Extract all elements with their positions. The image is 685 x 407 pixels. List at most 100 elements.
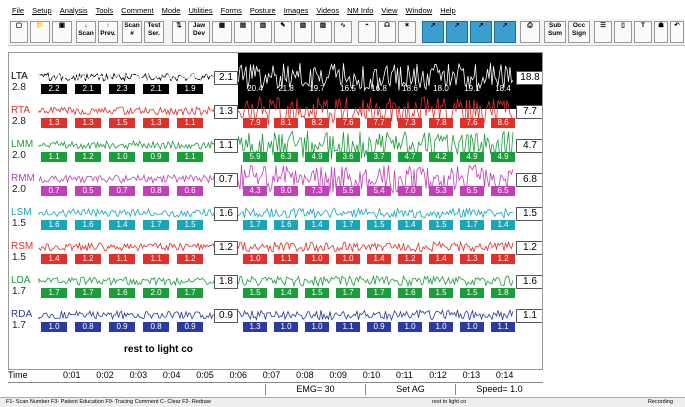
chart-icon[interactable]: ▧ (294, 21, 312, 43)
body-icon[interactable]: ✶ (398, 21, 416, 43)
segment-value: 1.7 (143, 220, 169, 230)
prev-button[interactable]: ↑ Prev. (98, 21, 118, 43)
segment-value: 1.6 (274, 220, 298, 230)
time-tick: 0:04 (162, 370, 181, 380)
segment-value: 1.2 (75, 254, 101, 264)
menu-window[interactable]: Window (405, 6, 433, 15)
menu-images[interactable]: Images (283, 6, 309, 15)
emg-trace-lsm (38, 207, 514, 220)
scan-number-button[interactable]: Scan # (122, 21, 142, 43)
segment-value: 2.3 (109, 84, 135, 94)
time-tick: 0:08 (296, 370, 314, 380)
channel-label-rmm: RMM (11, 173, 35, 184)
segment-value: 1.5 (460, 288, 484, 298)
segment-value: 1.7 (177, 288, 203, 298)
channel-scale: 2.8 (12, 82, 26, 93)
left-average-box: 1.2 (214, 241, 238, 255)
save-button[interactable]: ▣ (52, 21, 72, 43)
channel-scale: 2.0 (12, 184, 26, 195)
segment-value: 1.8 (491, 288, 515, 298)
emg-readout: EMG= 30 (265, 384, 365, 395)
segment-value: 1.1 (336, 322, 360, 332)
time-axis: Time 0:01 0:02 0:03 0:04 0:05 0:06 0:07 0:08 0:0… (8, 370, 543, 382)
menu-analysis[interactable]: Analysis (59, 6, 88, 15)
segment-value: 19.7 (309, 84, 325, 93)
menu-setup[interactable]: Setup (32, 6, 52, 15)
occ-sign-button[interactable]: Occ Sign (568, 21, 590, 43)
time-tick: 0:03 (129, 370, 148, 380)
segment-value: 7.8 (429, 118, 453, 128)
tracing-1-icon[interactable]: ↗ (422, 21, 444, 43)
text-icon[interactable]: T (634, 21, 652, 43)
segment-value: 1.7 (243, 220, 267, 230)
list-icon[interactable]: ☰ (594, 21, 612, 43)
channel-label-lta: LTA (11, 71, 28, 82)
layout-icon[interactable]: ▤ (234, 21, 252, 43)
sub-sum-button[interactable]: Sub Sum (544, 21, 566, 43)
scan-down-button[interactable]: ↓ Scan (76, 21, 96, 43)
help-bar: F1- Scan Number F3- Patient Education F9… (0, 397, 685, 407)
channel-label-rda: RDA (11, 309, 33, 320)
segment-value: 1.7 (41, 288, 67, 298)
segment-value: 1.0 (336, 254, 360, 264)
segment-value: 1.0 (460, 322, 484, 332)
figure-icon[interactable]: ☊ (378, 21, 396, 43)
user-icon[interactable]: ☗ (654, 21, 668, 43)
menu-utilities[interactable]: Utilities (188, 6, 213, 15)
segment-value: 5.5 (336, 186, 360, 196)
segment-value: 1.5 (367, 220, 391, 230)
right-average-box: 1.6 (516, 275, 542, 289)
right-average-box: 6.8 (516, 173, 542, 187)
graph-icon[interactable]: ∿ (334, 21, 352, 43)
jaw-dev-button[interactable]: Jaw Dev (188, 21, 210, 43)
menu-file[interactable]: File (12, 6, 25, 15)
print-icon[interactable]: ⎙ (520, 21, 540, 43)
menu-mode[interactable]: Mode (161, 6, 181, 15)
segment-value: 20.4 (247, 84, 263, 93)
segment-value: 7.3 (398, 118, 422, 128)
grid-icon[interactable]: ▦ (212, 21, 232, 43)
menu-videos[interactable]: Videos (316, 6, 340, 15)
tracing-3-icon[interactable]: ↗ (470, 21, 492, 43)
bars-icon[interactable]: ▥ (254, 21, 272, 43)
segment-value: 1.1 (491, 322, 515, 332)
set-ag-button[interactable]: Set AG (365, 384, 455, 395)
columns-icon[interactable]: ▯ (614, 21, 632, 43)
menu-posture[interactable]: Posture (249, 6, 276, 15)
test-series-button[interactable]: Test Ser. (144, 21, 164, 43)
menu-tools[interactable]: Tools (95, 6, 114, 15)
menu-bar: File Setup Analysis Tools Comment Mode Utiliti… (12, 6, 685, 19)
segment-value: 1.0 (429, 322, 453, 332)
pencil-icon[interactable]: ✎ (274, 21, 292, 43)
time-tick: 0:02 (96, 370, 114, 380)
segment-value: 1.3 (243, 322, 267, 332)
device-icon[interactable]: ◓ (358, 21, 376, 43)
segment-value: 1.3 (75, 118, 101, 128)
menu-view[interactable]: View (381, 6, 398, 15)
segment-value: 16.8 (371, 84, 387, 93)
help-keys: F1- Scan Number F3- Patient Education F9… (6, 399, 211, 405)
segment-value: 1.4 (305, 220, 329, 230)
emg-trace-rda (38, 308, 514, 322)
right-average-box: 4.7 (516, 139, 542, 153)
segment-value: 5.3 (429, 186, 453, 196)
segment-value: 6.5 (460, 186, 484, 196)
menu-nm-info[interactable]: NM Info (347, 6, 374, 15)
segment-value: 1.4 (429, 254, 453, 264)
tracing-4-icon[interactable]: ↗ (494, 21, 516, 43)
segment-value: 4.9 (460, 152, 484, 162)
open-folder-button[interactable]: 📁 (30, 21, 50, 43)
table-icon[interactable]: ▨ (314, 21, 332, 43)
arrows-icon[interactable]: ⇅ (172, 21, 186, 43)
undo-icon[interactable]: ↶ (670, 21, 684, 43)
menu-comment[interactable]: Comment (121, 6, 154, 15)
channel-label-lda: LDA (11, 275, 31, 286)
segment-value: 7.6 (336, 118, 360, 128)
tracing-2-icon[interactable]: ↗ (446, 21, 468, 43)
menu-forms[interactable]: Forms (220, 6, 242, 15)
new-file-button[interactable]: ▢ (10, 21, 28, 43)
segment-value: 6.3 (274, 152, 298, 162)
status-comment: rest to light co (432, 399, 467, 405)
segment-value: 1.4 (274, 288, 298, 298)
menu-help[interactable]: Help (440, 6, 456, 15)
